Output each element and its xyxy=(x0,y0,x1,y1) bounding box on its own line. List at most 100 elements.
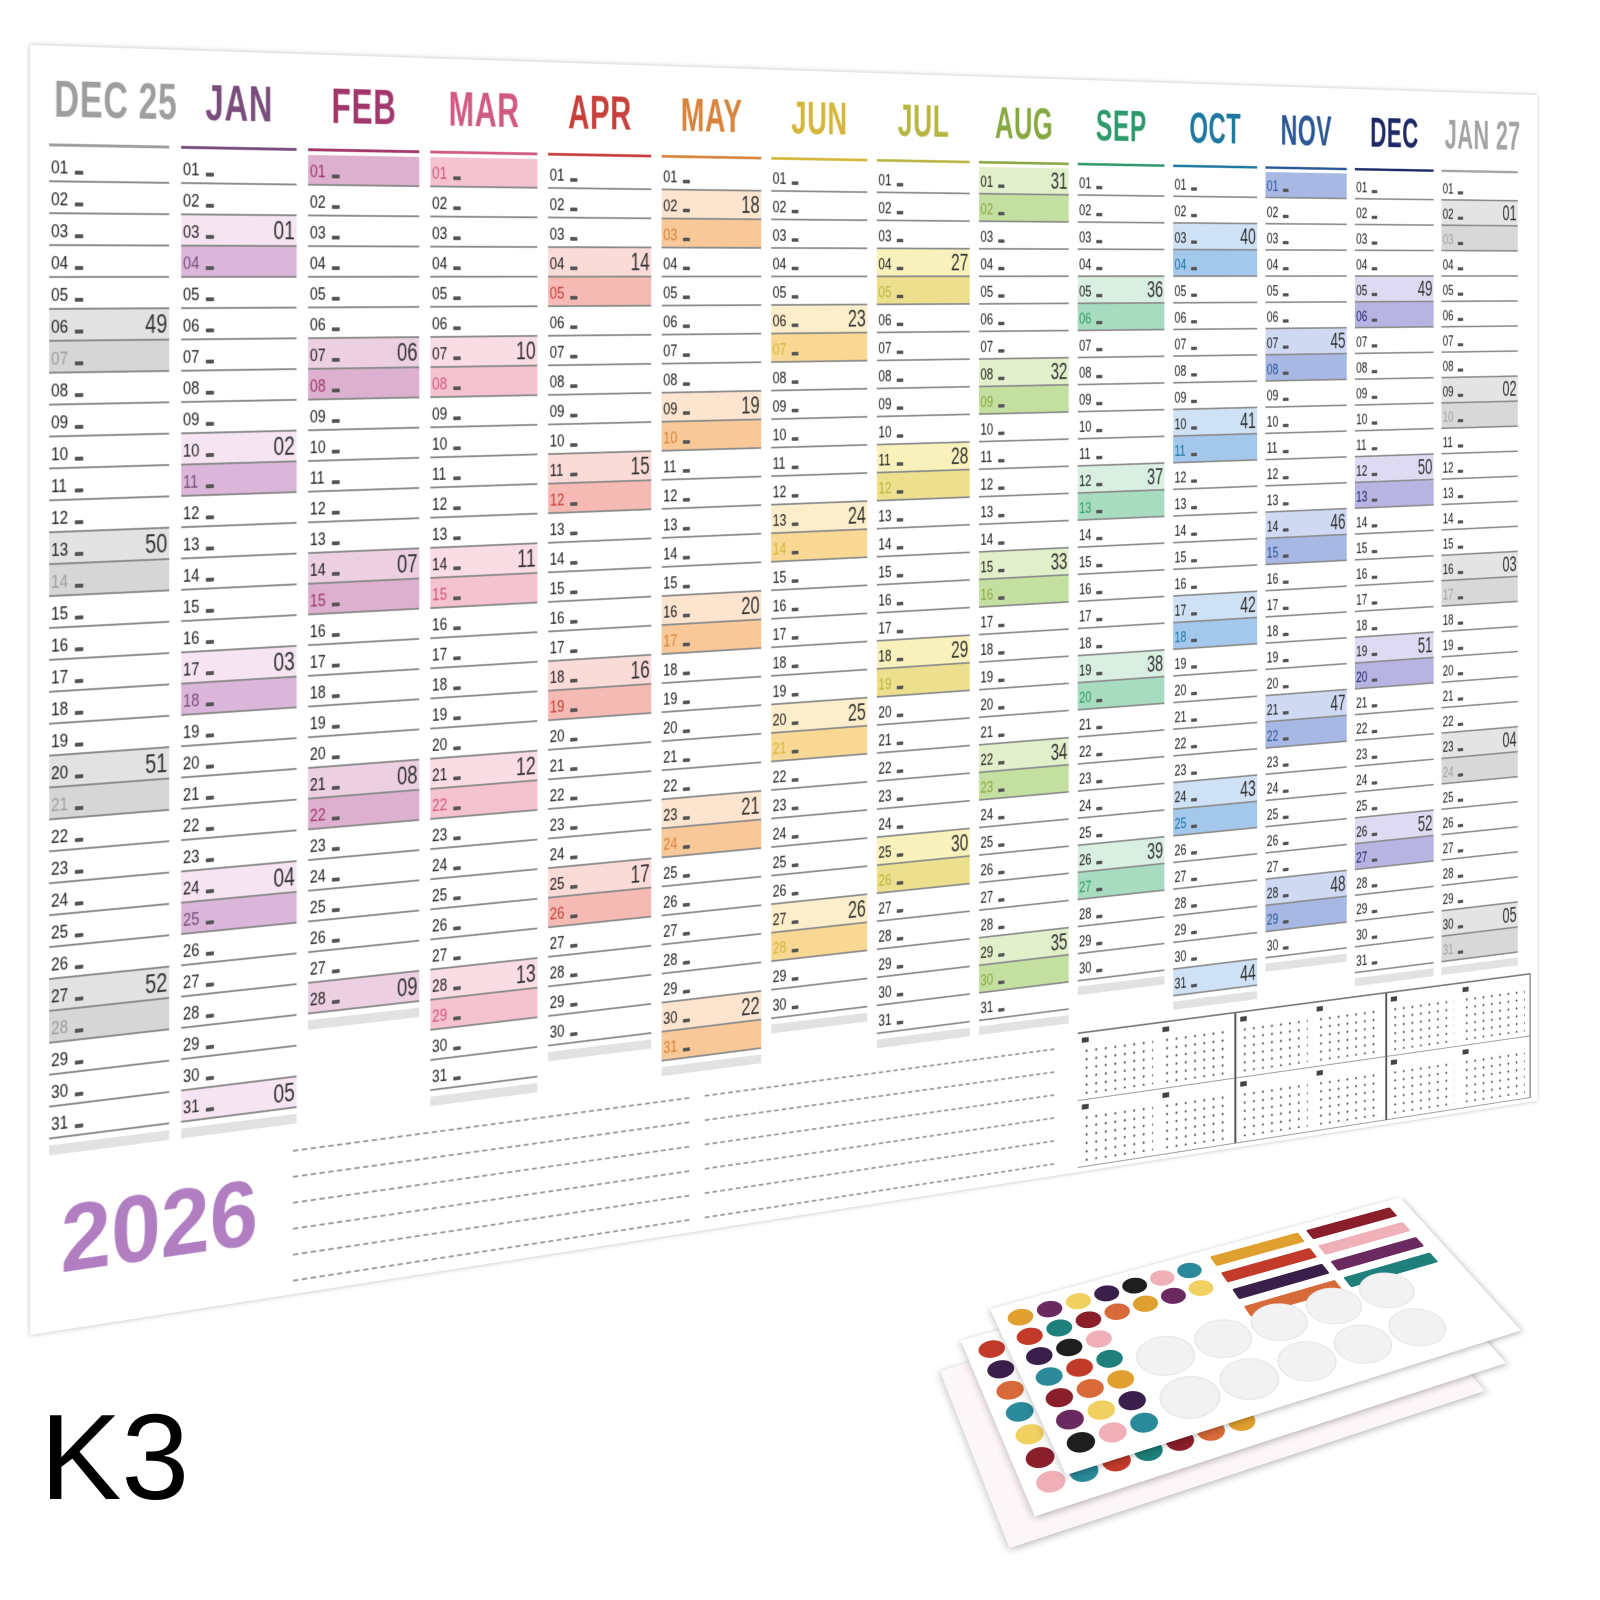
day-row: 11 xyxy=(49,466,169,501)
month-underline xyxy=(548,153,651,158)
weekday-mark xyxy=(1372,216,1378,219)
day-row: 09 xyxy=(49,403,169,437)
day-number: 18 xyxy=(183,691,199,712)
day-number: 07 xyxy=(773,341,787,359)
day-number: 28 xyxy=(1356,875,1367,892)
day-number: 20 xyxy=(663,719,677,738)
day-number: 05 xyxy=(980,284,993,301)
weekday-mark xyxy=(206,204,214,208)
week-number: 04 xyxy=(273,863,294,892)
weekday-mark xyxy=(683,556,690,560)
weekday-mark xyxy=(998,761,1004,765)
weekday-mark xyxy=(1458,925,1463,929)
day-number: 09 xyxy=(1267,388,1279,405)
day-number: 14 xyxy=(773,541,787,559)
day-number: 25 xyxy=(1356,798,1367,815)
weekday-mark xyxy=(897,351,904,355)
day-number: 17 xyxy=(773,626,787,645)
sticker-dot xyxy=(1095,1419,1131,1446)
sticker-dot xyxy=(1063,1429,1099,1456)
day-number: 28 xyxy=(310,990,326,1011)
day-row-sunday: 11 xyxy=(1173,434,1257,463)
day-number: 29 xyxy=(878,955,891,974)
sticker-dot xyxy=(1053,1336,1086,1359)
day-number: 18 xyxy=(310,683,326,703)
day-number: 20 xyxy=(773,711,787,730)
day-row: 12 xyxy=(308,489,419,523)
weekday-mark xyxy=(206,609,214,613)
day-number: 14 xyxy=(550,550,565,569)
day-row: 08 xyxy=(1078,357,1165,385)
weekday-mark xyxy=(453,926,461,931)
weekday-mark xyxy=(1372,241,1378,244)
day-row: 04 xyxy=(662,248,762,277)
weekday-mark xyxy=(1191,532,1197,536)
day-number: 07 xyxy=(51,350,68,370)
day-number: 05 xyxy=(663,285,677,303)
day-number: 28 xyxy=(878,928,891,947)
day-number: 08 xyxy=(310,377,326,396)
day-row-sunday: 13 xyxy=(1078,491,1165,521)
day-number: 21 xyxy=(550,757,565,777)
weekday-mark xyxy=(1191,771,1197,775)
weekday-mark xyxy=(792,806,799,810)
weekday-mark xyxy=(332,541,340,545)
weekday-mark xyxy=(1191,479,1197,483)
day-row-sunday: 11 xyxy=(181,462,296,497)
day-number: 04 xyxy=(980,257,993,274)
month-column: MAR 01 02 03 04 05 06 07 10 08 09 10 11 12 13 14 11 15 16 1… xyxy=(430,58,537,1272)
month-underline xyxy=(1078,163,1165,167)
day-number: 05 xyxy=(310,285,326,304)
day-row-saturday: 08 32 xyxy=(979,359,1069,388)
weekday-mark xyxy=(683,845,690,849)
weekday-mark xyxy=(683,614,690,618)
day-row: 14 xyxy=(979,521,1069,552)
sticker-dot xyxy=(1032,1364,1066,1388)
sticker-dot xyxy=(1093,1347,1127,1371)
weekday-mark xyxy=(332,175,340,179)
day-row: 09 xyxy=(1355,379,1434,406)
sticker-dot xyxy=(1157,1285,1190,1306)
day-row: 03 xyxy=(430,217,537,248)
day-number: 03 xyxy=(1079,230,1091,247)
day-number: 17 xyxy=(1356,592,1367,609)
wall-calendar-poster: 2026 DEC 25 01 02 03 04 05 06 49 07 08 09 10 11 12 13 5… xyxy=(30,45,1538,1335)
weekday-mark xyxy=(453,566,461,570)
day-number: 22 xyxy=(51,827,68,848)
weekday-mark xyxy=(570,384,577,388)
sticker-dot xyxy=(1129,1293,1162,1315)
day-number: 04 xyxy=(1356,257,1367,273)
week-number: 38 xyxy=(1147,652,1163,676)
day-number: 28 xyxy=(773,939,787,958)
day-number: 14 xyxy=(878,536,891,554)
weekday-mark xyxy=(206,1014,214,1019)
weekday-mark xyxy=(1096,861,1102,865)
day-number: 24 xyxy=(1079,797,1091,815)
day-number: 30 xyxy=(878,983,891,1002)
day-row: 13 xyxy=(548,510,651,544)
day-number: 07 xyxy=(310,347,326,366)
week-number: 21 xyxy=(741,793,759,820)
day-row-saturday: 11 28 xyxy=(877,443,970,474)
weekday-mark xyxy=(998,624,1004,628)
weekday-mark xyxy=(792,693,799,697)
day-number: 13 xyxy=(1443,486,1454,502)
day-number: 16 xyxy=(878,592,891,610)
day-row-saturday: 04 27 xyxy=(877,249,970,277)
day-number: 08 xyxy=(550,373,565,392)
day-number: 16 xyxy=(663,603,677,622)
weekday-mark xyxy=(1283,189,1289,192)
day-row: 10 xyxy=(49,435,169,470)
day-number: 25 xyxy=(550,875,565,895)
day-number: 02 xyxy=(550,196,565,215)
sticker-dot xyxy=(1084,1397,1119,1423)
day-number: 21 xyxy=(1174,709,1186,727)
day-number: 01 xyxy=(550,167,565,186)
day-row-sunday: 01 xyxy=(308,155,419,187)
day-number: 12 xyxy=(550,491,565,510)
weekday-mark xyxy=(1372,344,1378,347)
week-number: 43 xyxy=(1240,777,1256,801)
day-row-sunday: 06 xyxy=(1355,302,1434,328)
day-number: 05 xyxy=(183,286,199,306)
day-number: 27 xyxy=(980,889,993,908)
